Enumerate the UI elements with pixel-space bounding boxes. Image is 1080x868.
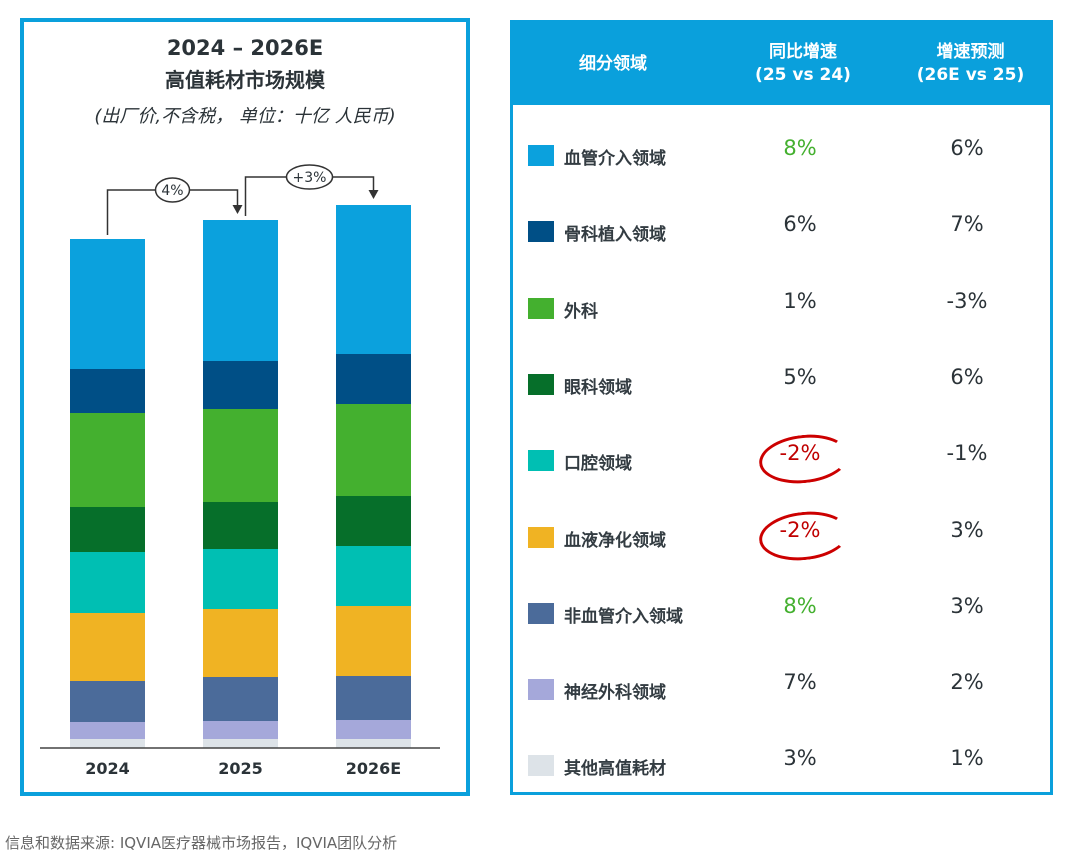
bar-segment (203, 549, 278, 609)
yoy-growth-value: 1% (783, 288, 817, 313)
yoy-growth-value: 6% (783, 212, 817, 237)
bar-segment (70, 722, 145, 739)
bar-segment (70, 739, 145, 748)
yoy-growth-value: -2% (779, 441, 821, 466)
bar-segment (336, 404, 411, 496)
chart-unit-note: (出厂价,不含税， 单位：十亿 人民币) (94, 106, 396, 127)
yoy-growth-value: 5% (783, 364, 817, 389)
segment-label: 口腔领域 (564, 454, 632, 475)
legend-swatch (528, 755, 554, 777)
legend-swatch (528, 602, 554, 624)
growth-table: 细分领域 同比增速 (25 vs 24) 增速预测 (26E vs 25) 血管… (510, 20, 1053, 795)
segment-label: 眼科领域 (564, 377, 632, 398)
yoy-growth-value: 3% (783, 746, 817, 771)
segment-label: 外科 (564, 301, 598, 322)
forecast-growth-value: 2% (950, 670, 984, 695)
yoy-growth-value: 8% (783, 593, 817, 618)
bar-segment (203, 677, 278, 721)
bar-segment (203, 361, 278, 409)
table-row: 骨科植入领域 6% 7% (513, 194, 1050, 270)
segment-label: 骨科植入领域 (564, 225, 666, 246)
growth-label: +3% (293, 170, 327, 186)
table-row: 眼科领域 5% 6% (513, 347, 1050, 423)
table-row: 血液净化领域 -2% 3% (513, 500, 1050, 576)
segment-label: 神经外科领域 (564, 683, 666, 704)
table-row: 外科 1% -3% (513, 271, 1050, 347)
chart-panel: 2024 – 2026E 高值耗材市场规模 (出厂价,不含税， 单位：十亿 人民… (20, 18, 470, 796)
bar-segment (336, 354, 411, 404)
bar-segment (70, 552, 145, 613)
arrowhead-icon (232, 205, 243, 214)
header-yoy-line1: 同比增速 (769, 42, 837, 62)
header-forecast: 增速预测 (26E vs 25) (908, 41, 1033, 87)
header-yoy-line2: (25 vs 24) (755, 65, 851, 85)
growth-label: 4% (161, 183, 183, 199)
legend-swatch (528, 450, 554, 472)
forecast-growth-value: 7% (950, 212, 984, 237)
header-segment: 细分领域 (579, 54, 647, 74)
bar-segment (203, 609, 278, 677)
yoy-growth-value: -2% (779, 517, 821, 542)
growth-label-bubble (154, 177, 191, 203)
table-header: 细分领域 同比增速 (25 vs 24) 增速预测 (26E vs 25) (513, 23, 1050, 105)
bar-segment (336, 205, 411, 354)
legend-swatch (528, 297, 554, 319)
bar-segment (336, 546, 411, 606)
segment-label: 非血管介入领域 (564, 606, 683, 627)
table-row: 其他高值耗材 3% 1% (513, 728, 1050, 804)
header-forecast-line1: 增速预测 (936, 42, 1005, 62)
bar-segment (70, 369, 145, 413)
x-tick-label: 2026E (346, 759, 401, 778)
bar-segment (203, 220, 278, 361)
x-tick-label: 2024 (85, 759, 130, 778)
chart-subtitle: 高值耗材市场规模 (165, 68, 325, 92)
bar-segment (70, 681, 145, 722)
x-tick-label: 2025 (218, 759, 263, 778)
legend-swatch (528, 145, 554, 166)
bar-segment (336, 606, 411, 676)
forecast-growth-value: -3% (946, 288, 988, 313)
table-row: 非血管介入领域 8% 3% (513, 576, 1050, 652)
forecast-growth-value: 3% (950, 517, 984, 542)
legend-swatch (528, 526, 554, 548)
source-footnote: 信息和数据来源: IQVIA医疗器械市场报告，IQVIA团队分析 (5, 834, 398, 852)
bar-segment (70, 239, 145, 369)
table-row: 血管介入领域 8% 6% (513, 118, 1050, 194)
legend-swatch (528, 373, 554, 395)
bar-segment (70, 413, 145, 507)
segment-label: 血液净化领域 (564, 530, 666, 551)
growth-label-bubble (285, 164, 334, 190)
legend-swatch (528, 679, 554, 701)
bar-segment (336, 739, 411, 748)
bar-segment (203, 739, 278, 748)
forecast-growth-value: 1% (950, 746, 984, 771)
header-forecast-line2: (26E vs 25) (916, 65, 1025, 85)
stacked-bar-chart: 2024 2025 2026E 4% +3% (40, 164, 440, 778)
bar-segment (336, 676, 411, 720)
yoy-growth-value: 8% (783, 136, 817, 160)
forecast-growth-value: 6% (950, 364, 984, 389)
segment-label: 其他高值耗材 (564, 759, 666, 780)
table-row: 口腔领域 -2% -1% (513, 423, 1050, 499)
table-row: 神经外科领域 7% 2% (513, 652, 1050, 728)
bar-segment (203, 721, 278, 739)
bar-segment (70, 507, 145, 552)
chart-title: 2024 – 2026E (166, 36, 324, 60)
arrowhead-icon (368, 190, 379, 199)
segment-label: 血管介入领域 (564, 149, 666, 169)
header-yoy: 同比增速 (25 vs 24) (748, 41, 858, 87)
bar-segment (203, 409, 278, 502)
bar-segment (203, 502, 278, 549)
forecast-growth-value: 3% (950, 593, 984, 618)
legend-swatch (528, 221, 554, 243)
bar-segment (70, 613, 145, 681)
forecast-growth-value: 6% (950, 136, 984, 160)
bar-segment (336, 720, 411, 739)
forecast-growth-value: -1% (946, 441, 988, 466)
bar-segment (336, 496, 411, 546)
yoy-growth-value: 7% (783, 670, 817, 695)
